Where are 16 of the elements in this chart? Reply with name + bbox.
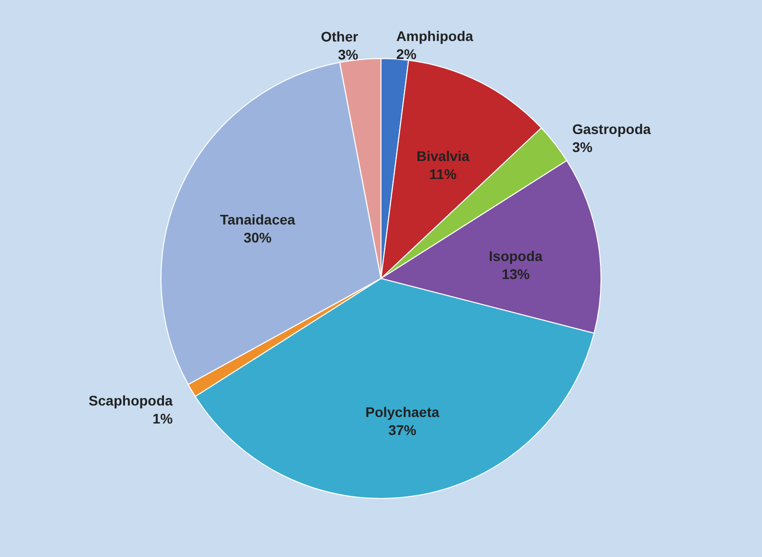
slice-label: Polychaeta [365,404,440,420]
data-label: 11% [429,166,458,182]
data-label: 2% [396,46,417,62]
data-label: 30% [244,229,272,246]
data-label: 37% [388,422,417,438]
slice-label: Tanaidacea [220,211,296,228]
slice-label: Scaphopoda [88,392,173,409]
data-label: 1% [152,410,174,427]
data-label: 13% [502,266,530,282]
slice-label: Amphipoda [396,28,474,44]
slice-label: Other [320,28,359,45]
slice-label: Isopoda [488,248,543,264]
slice-label: Bivalvia [416,148,470,164]
slice-label: Gastropoda [572,121,651,138]
data-label: 3% [338,46,359,63]
data-label: 3% [572,139,594,156]
